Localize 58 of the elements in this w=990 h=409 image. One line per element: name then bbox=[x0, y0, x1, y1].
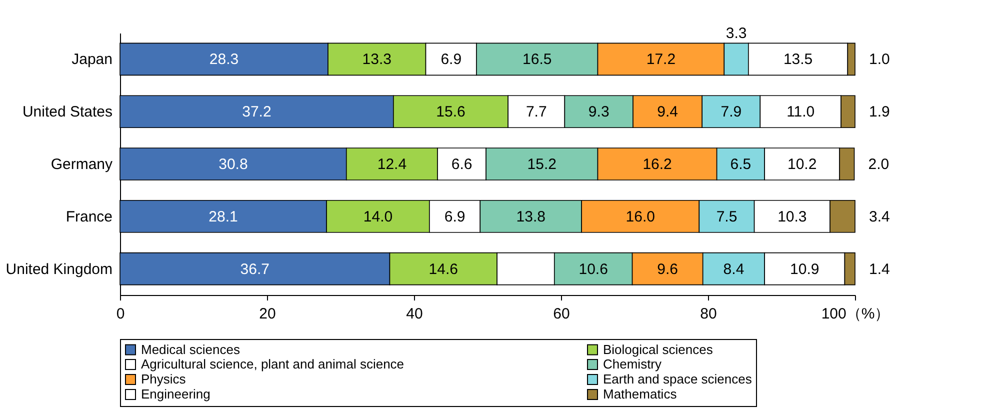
data-label: 30.8 bbox=[218, 156, 248, 173]
legend-label: Mathematics bbox=[603, 386, 678, 402]
data-label: 7.9 bbox=[720, 104, 742, 121]
x-tick-label: 0 bbox=[116, 306, 125, 322]
legend-label: Agricultural science, plant and animal science bbox=[141, 356, 404, 372]
data-label: 9.6 bbox=[657, 260, 678, 278]
data-label: 16.5 bbox=[522, 51, 552, 68]
data-label: 6.9 bbox=[440, 51, 462, 68]
x-tick-label: 80 bbox=[700, 306, 717, 322]
data-label: 2.0 bbox=[868, 156, 890, 173]
data-label: 16.2 bbox=[642, 156, 672, 173]
data-label: 36.7 bbox=[240, 260, 270, 278]
data-label: 13.5 bbox=[783, 51, 813, 68]
data-label: 6.5 bbox=[730, 156, 752, 173]
data-label: 10.2 bbox=[787, 156, 817, 173]
x-tick-label: 40 bbox=[406, 306, 423, 322]
data-label: 15.2 bbox=[527, 156, 556, 173]
data-label: 28.1 bbox=[208, 208, 238, 226]
data-label: 3.3 bbox=[726, 25, 747, 42]
data-label: 14.0 bbox=[363, 208, 393, 226]
data-label: 7.7 bbox=[526, 104, 547, 121]
data-label: 7.5 bbox=[716, 208, 738, 226]
data-label: 6.9 bbox=[444, 208, 466, 226]
y-tick-label: France bbox=[66, 208, 112, 226]
data-label: 10.3 bbox=[778, 208, 807, 226]
data-label: 28.3 bbox=[209, 51, 239, 68]
legend-label: Chemistry bbox=[603, 356, 662, 372]
data-label: 1.0 bbox=[869, 51, 890, 68]
data-label: 8.4 bbox=[723, 260, 744, 278]
y-tick-label: United Kingdom bbox=[6, 260, 112, 278]
data-label: 14.6 bbox=[428, 260, 458, 278]
data-label: 13.8 bbox=[516, 208, 546, 226]
y-tick-label: Japan bbox=[72, 51, 112, 68]
data-label: 1.9 bbox=[869, 104, 890, 121]
legend-label: Physics bbox=[141, 372, 186, 386]
data-label: 17.2 bbox=[646, 51, 676, 68]
data-label: 10.6 bbox=[578, 260, 608, 278]
data-label: 13.3 bbox=[362, 51, 392, 68]
data-label: 1.4 bbox=[869, 260, 890, 278]
data-label: 11.0 bbox=[786, 104, 815, 121]
x-tick-label: 60 bbox=[553, 306, 570, 322]
data-label: 9.4 bbox=[657, 104, 678, 121]
data-label: 12.4 bbox=[377, 156, 407, 173]
legend-label: Engineering bbox=[141, 386, 210, 402]
data-label: 3.4 bbox=[869, 208, 890, 226]
x-tick-label: 20 bbox=[259, 306, 276, 322]
legend-label: Earth and space sciences bbox=[603, 372, 752, 386]
data-label: 15.6 bbox=[436, 104, 466, 121]
y-tick-label: Germany bbox=[50, 156, 113, 173]
y-tick-label: United States bbox=[22, 104, 112, 121]
data-label: 6.6 bbox=[451, 156, 472, 173]
data-label: 9.3 bbox=[588, 104, 610, 121]
data-label: 16.0 bbox=[626, 208, 655, 226]
data-label: 10.9 bbox=[790, 260, 820, 278]
data-label: 37.2 bbox=[242, 104, 272, 121]
x-tick-label: 100（%） bbox=[821, 306, 890, 322]
legend-label: Medical sciences bbox=[141, 342, 240, 357]
legend-label: Biological sciences bbox=[603, 342, 714, 357]
